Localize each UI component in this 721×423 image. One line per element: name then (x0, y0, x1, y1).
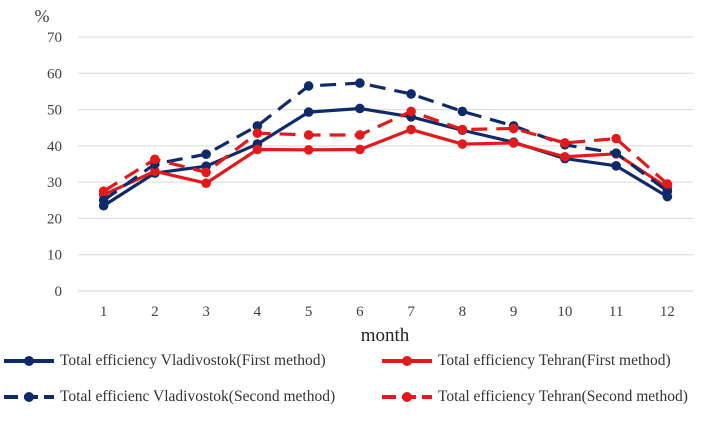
data-point (406, 89, 416, 99)
data-point (457, 106, 468, 117)
data-point (252, 121, 263, 131)
data-point (98, 186, 109, 197)
data-point (508, 123, 519, 134)
x-tick-label: 5 (305, 304, 313, 320)
y-tick-label: 0 (55, 284, 63, 300)
data-point (406, 106, 416, 117)
data-point (560, 138, 570, 148)
data-point (355, 144, 365, 155)
data-point (98, 195, 109, 206)
y-tick-label: 10 (47, 248, 62, 264)
series-group (98, 78, 673, 211)
data-point (355, 78, 365, 88)
y-axis-ticks: 0 10 20 30 40 50 60 70 (47, 30, 62, 300)
legend-label: Total efficienc Vladivostok(Second metho… (60, 388, 336, 405)
data-point (457, 124, 468, 135)
series-line (102, 81, 669, 202)
data-point (201, 167, 211, 178)
legend: Total efficiency Vladivostok(First metho… (0, 352, 721, 422)
data-point (457, 139, 468, 149)
y-unit-label: % (35, 6, 50, 26)
gridlines (78, 36, 693, 292)
x-tick-label: 6 (356, 304, 364, 320)
x-tick-label: 9 (510, 304, 518, 320)
data-point (303, 130, 314, 140)
data-point (252, 128, 263, 138)
y-tick-label: 60 (47, 66, 62, 82)
series-line (102, 106, 669, 208)
x-tick-label: 7 (407, 304, 415, 320)
data-point (611, 133, 621, 144)
series-3 (98, 78, 673, 206)
legend-label: Total efficiency Tehran(First method) (438, 352, 671, 369)
x-tick-label: 4 (254, 304, 262, 320)
data-point (303, 145, 314, 155)
legend-item-vladivostok-second: Total efficienc Vladivostok(Second metho… (2, 388, 335, 406)
legend-item-tehran-first: Total efficiency Tehran(First method) (380, 352, 671, 370)
data-point (406, 124, 416, 135)
legend-label: Total efficiency Tehran(Second method) (438, 388, 688, 405)
legend-swatch-dashed-navy (4, 392, 54, 402)
data-point (201, 178, 211, 189)
data-point (662, 179, 673, 189)
data-point (303, 81, 314, 91)
legend-item-tehran-second: Total efficiency Tehran(Second method) (380, 388, 688, 406)
data-point (611, 148, 621, 158)
data-point (611, 161, 621, 171)
x-axis-label: month (361, 325, 410, 346)
data-point (150, 166, 160, 177)
series-line (102, 127, 669, 197)
legend-label: Total efficiency Vladivostok(First metho… (60, 352, 326, 369)
y-tick-label: 40 (47, 139, 62, 155)
data-point (662, 186, 673, 197)
data-point (560, 151, 570, 162)
x-tick-label: 3 (202, 304, 210, 320)
data-point (508, 138, 519, 148)
x-tick-label: 10 (557, 304, 572, 320)
x-tick-label: 8 (459, 304, 467, 320)
legend-swatch-dashed-red (382, 392, 432, 402)
x-tick-label: 1 (100, 304, 108, 320)
series-4 (98, 106, 673, 197)
x-axis-ticks: 1 2 3 4 5 6 7 8 9 10 11 12 (100, 304, 675, 320)
data-point (303, 107, 314, 117)
legend-swatch-solid-navy (4, 356, 54, 366)
data-point (150, 154, 160, 165)
y-tick-label: 50 (47, 103, 62, 119)
y-tick-label: 20 (47, 211, 62, 227)
series-line (102, 109, 669, 193)
x-tick-label: 2 (151, 304, 159, 320)
x-tick-label: 12 (660, 304, 675, 320)
y-tick-label: 70 (47, 30, 62, 46)
data-point (355, 130, 365, 140)
x-tick-label: 11 (609, 304, 623, 320)
data-point (201, 149, 211, 160)
data-point (355, 103, 365, 114)
data-point (252, 144, 263, 155)
legend-swatch-solid-red (382, 356, 432, 366)
y-tick-label: 30 (47, 175, 62, 191)
legend-item-vladivostok-first: Total efficiency Vladivostok(First metho… (2, 352, 326, 370)
